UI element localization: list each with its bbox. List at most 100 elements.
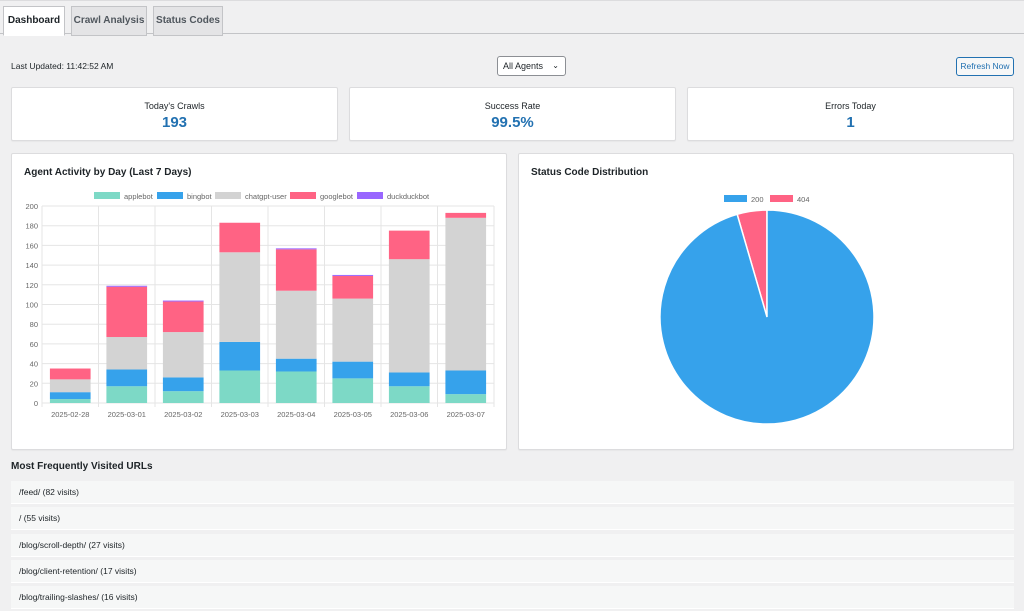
bar-googlebot <box>332 275 374 299</box>
y-tick-label: 100 <box>25 301 38 310</box>
url-list-item: /blog/client-retention/ (17 visits) <box>11 560 1014 583</box>
status-code-chart: 200 404 <box>659 195 875 425</box>
bar-applebot <box>332 378 374 403</box>
y-tick-label: 20 <box>30 379 38 388</box>
bar-googlebot <box>219 222 261 253</box>
urls-section-title: Most Frequently Visited URLs <box>11 461 153 472</box>
legend-swatch-bingbot <box>157 192 183 199</box>
last-updated-text: Last Updated: 11:42:52 AM <box>11 61 114 71</box>
y-tick-label: 0 <box>34 399 38 408</box>
tab-dashboard[interactable]: Dashboard <box>3 6 65 36</box>
url-list-item: /feed/ (82 visits) <box>11 481 1014 504</box>
y-tick-label: 200 <box>25 202 38 211</box>
bar-googlebot <box>388 230 430 260</box>
y-tick-label: 140 <box>25 261 38 270</box>
stat-label: Success Rate <box>484 101 541 111</box>
bar-googlebot <box>106 286 148 338</box>
y-tick-label: 120 <box>25 281 38 290</box>
chevron-down-icon: ⌄ <box>552 61 559 70</box>
x-tick-label: 2025-03-07 <box>447 410 485 419</box>
bar-applebot <box>162 391 204 403</box>
legend-swatch-applebot <box>94 192 120 199</box>
bar-chatgpt-user <box>388 259 430 373</box>
bar-chatgpt-user <box>219 252 261 342</box>
y-tick-label: 60 <box>30 340 38 349</box>
pie-slice-200 <box>659 209 875 425</box>
bar-bingbot <box>275 358 317 372</box>
status-code-panel: Status Code Distribution 200 404 <box>518 153 1014 450</box>
bar-bingbot <box>219 341 261 371</box>
stat-label: Errors Today <box>825 101 876 111</box>
bar-chatgpt-user <box>332 298 374 362</box>
stat-card-todays-crawls: Today's Crawls 193 <box>11 87 338 141</box>
y-tick-label: 40 <box>30 360 38 369</box>
y-tick-label: 180 <box>25 222 38 231</box>
url-list-item: /blog/trailing-slashes/ (16 visits) <box>11 586 1014 609</box>
bar-applebot <box>106 386 148 403</box>
panel-title: Status Code Distribution <box>531 167 649 178</box>
stat-value: 1 <box>846 114 855 131</box>
bar-bingbot <box>106 369 148 387</box>
bar-applebot <box>388 386 430 403</box>
bar-googlebot <box>445 212 487 218</box>
legend-swatch-duckduckbot <box>357 192 383 199</box>
url-list-item: /blog/scroll-depth/ (27 visits) <box>11 534 1014 557</box>
url-list-item: / (55 visits) <box>11 507 1014 530</box>
bar-chatgpt-user <box>106 337 148 370</box>
x-tick-label: 2025-03-01 <box>108 410 146 419</box>
legend-label-duckduckbot: duckduckbot <box>387 192 430 201</box>
bar-duckduckbot <box>106 285 148 287</box>
agent-activity-chart: applebot bingbot chatgpt-user googlebot duck… <box>25 192 495 419</box>
x-tick-label: 2025-02-28 <box>51 410 89 419</box>
agent-filter-select[interactable]: All Agents ⌄ <box>497 56 566 76</box>
bar-bingbot <box>162 377 204 392</box>
x-tick-label: 2025-03-05 <box>334 410 372 419</box>
x-tick-label: 2025-03-06 <box>390 410 428 419</box>
refresh-button[interactable]: Refresh Now <box>956 57 1014 76</box>
bar-googlebot <box>162 301 204 333</box>
legend-label-404: 404 <box>797 195 810 204</box>
bar-duckduckbot <box>275 248 317 250</box>
bar-chatgpt-user <box>445 217 487 371</box>
panel-title: Agent Activity by Day (Last 7 Days) <box>24 167 192 178</box>
legend-label-applebot: applebot <box>124 192 154 201</box>
bar-chatgpt-user <box>162 332 204 378</box>
bar-applebot <box>445 394 487 403</box>
y-tick-label: 80 <box>30 320 38 329</box>
bar-bingbot <box>445 370 487 395</box>
legend-swatch-200 <box>724 195 747 202</box>
bar-bingbot <box>332 361 374 379</box>
agent-activity-panel: Agent Activity by Day (Last 7 Days) appl… <box>11 153 507 450</box>
bar-bingbot <box>49 392 91 400</box>
y-tick-label: 160 <box>25 241 38 250</box>
stat-label: Today's Crawls <box>144 101 205 111</box>
stat-value: 193 <box>161 114 188 131</box>
legend-label-200: 200 <box>751 195 764 204</box>
x-tick-label: 2025-03-02 <box>164 410 202 419</box>
legend-label-chatgpt-user: chatgpt-user <box>245 192 287 201</box>
x-tick-label: 2025-03-03 <box>221 410 259 419</box>
bar-chatgpt-user <box>275 290 317 359</box>
bar-googlebot <box>275 249 317 291</box>
legend-swatch-googlebot <box>290 192 316 199</box>
stat-card-success-rate: Success Rate 99.5% <box>349 87 676 141</box>
legend-label-googlebot: googlebot <box>320 192 354 201</box>
legend-swatch-chatgpt-user <box>215 192 241 199</box>
legend-swatch-404 <box>770 195 793 202</box>
bar-applebot <box>219 370 261 403</box>
bar-duckduckbot <box>332 274 374 276</box>
x-tick-label: 2025-03-04 <box>277 410 315 419</box>
bar-chatgpt-user <box>49 379 91 393</box>
bar-applebot <box>49 399 91 403</box>
tab-crawl-analysis[interactable]: Crawl Analysis <box>71 6 147 36</box>
tab-bar: Dashboard Crawl Analysis Status Codes <box>0 0 1024 36</box>
bar-applebot <box>275 371 317 403</box>
bar-duckduckbot <box>162 300 204 302</box>
stat-card-errors-today: Errors Today 1 <box>687 87 1014 141</box>
tab-status-codes[interactable]: Status Codes <box>153 6 223 36</box>
legend-label-bingbot: bingbot <box>187 192 213 201</box>
bar-bingbot <box>388 372 430 387</box>
stat-value: 99.5% <box>491 114 534 131</box>
agent-filter-value: All Agents <box>503 61 544 71</box>
bar-googlebot <box>49 368 91 380</box>
